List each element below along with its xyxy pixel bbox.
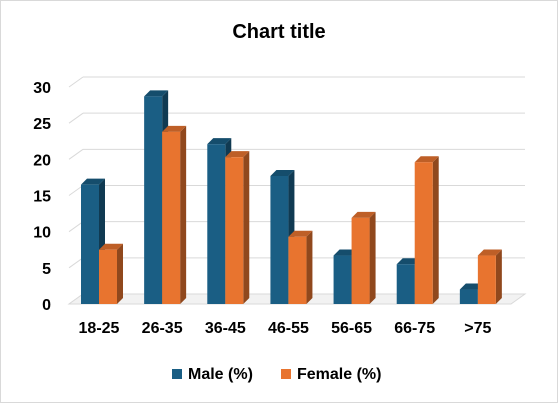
legend-label: Female (%) xyxy=(297,366,381,383)
bar-top xyxy=(99,243,123,250)
bar-front xyxy=(144,96,163,304)
y-tick-label: 5 xyxy=(42,261,51,278)
bar-front xyxy=(288,236,307,304)
chart-title: Chart title xyxy=(232,21,325,43)
bar-side xyxy=(495,249,502,304)
bar-front xyxy=(477,255,496,304)
bar-front xyxy=(270,175,289,304)
bar-top xyxy=(414,156,439,163)
x-tick-label: >75 xyxy=(464,320,491,337)
gridline-side xyxy=(68,185,84,196)
bar xyxy=(351,211,376,304)
legend-swatch xyxy=(172,369,182,379)
x-tick-label: 26-35 xyxy=(142,320,183,337)
legend: Male (%) Female (%) xyxy=(172,366,381,383)
bar-top xyxy=(477,249,502,256)
gridline-side xyxy=(68,257,84,269)
gridline-side xyxy=(68,76,84,88)
bar-top xyxy=(162,125,187,132)
bar-front xyxy=(351,217,370,304)
y-tick-label: 20 xyxy=(33,152,51,169)
x-tick-label: 46-55 xyxy=(268,320,309,337)
y-tick-label: 30 xyxy=(33,80,51,97)
bar-front xyxy=(333,255,352,304)
legend-item: Male (%) xyxy=(172,366,253,383)
bar-top xyxy=(144,90,169,97)
x-tick-label: 66-75 xyxy=(394,320,435,337)
bar-front xyxy=(225,157,244,304)
y-tick-label: 15 xyxy=(33,189,51,206)
bar-front xyxy=(81,184,99,304)
gridline-side xyxy=(68,148,84,160)
bar-side xyxy=(180,125,187,304)
bar-top xyxy=(288,230,313,237)
bar-side xyxy=(306,230,313,304)
bar-side xyxy=(432,156,439,304)
bar xyxy=(414,156,439,304)
bar-front xyxy=(207,144,226,304)
x-tick-label: 36-45 xyxy=(205,320,246,337)
bar-top xyxy=(81,178,105,185)
legend-swatch xyxy=(281,369,291,379)
gridline-side xyxy=(68,112,84,124)
bar-side xyxy=(243,151,250,304)
bar-front xyxy=(162,131,181,304)
x-tick-label: 56-65 xyxy=(331,320,372,337)
y-tick-label: 10 xyxy=(33,225,51,242)
y-tick-label: 0 xyxy=(42,297,51,314)
bar xyxy=(99,243,123,304)
bar-front xyxy=(396,264,415,304)
bar xyxy=(225,151,250,304)
x-axis: 18-25 26-35 36-45 46-55 56-65 66-75 >75 xyxy=(79,320,492,337)
bar-top xyxy=(207,138,232,145)
bar xyxy=(288,230,313,304)
bar xyxy=(162,125,187,304)
bar-front xyxy=(99,249,117,304)
bar xyxy=(477,249,502,304)
bars xyxy=(81,90,502,304)
y-tick-label: 25 xyxy=(33,116,51,133)
y-axis: 0 5 10 15 20 25 30 xyxy=(33,80,51,314)
bar-side xyxy=(369,211,376,304)
bar-top xyxy=(351,211,376,218)
legend-label: Male (%) xyxy=(188,366,253,383)
legend-item: Female (%) xyxy=(281,366,381,383)
bar-front xyxy=(414,162,433,304)
bar-side xyxy=(117,243,123,304)
bar-front xyxy=(459,289,478,304)
bar-top xyxy=(270,169,295,176)
x-tick-label: 18-25 xyxy=(79,320,120,337)
bar-top xyxy=(225,151,250,158)
gridline-side xyxy=(68,221,84,233)
